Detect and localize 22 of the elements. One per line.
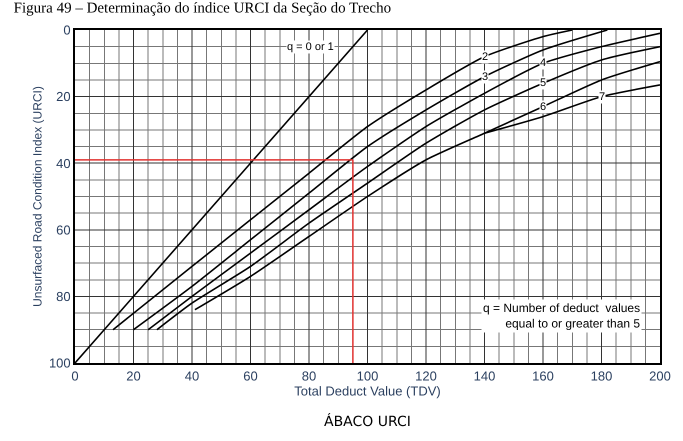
y-tick-label: 20 bbox=[56, 89, 71, 104]
x-tick-label: 200 bbox=[649, 368, 671, 384]
x-tick-label: 40 bbox=[184, 368, 200, 384]
x-tick-label: 120 bbox=[415, 368, 437, 384]
y-tick-label: 80 bbox=[56, 288, 71, 304]
y-tick-label: 0 bbox=[63, 22, 71, 38]
annotation: q = Number of deduct values equal to or greater than 5 bbox=[483, 301, 640, 331]
chart-title: Figura 49 – Determinação do índice URCI da Seção do Trecho bbox=[14, 0, 392, 17]
x-tick-label: 20 bbox=[126, 368, 141, 384]
x-axis-title: Total Deduct Value (TDV) bbox=[294, 383, 441, 398]
x-tick-label: 140 bbox=[474, 368, 496, 384]
y-tick-label: 40 bbox=[56, 156, 71, 171]
x-tick-label: 180 bbox=[590, 368, 612, 384]
y-tick-label: 60 bbox=[56, 222, 71, 238]
x-tick-label: 160 bbox=[532, 368, 554, 384]
text: ÁBACO URCI bbox=[324, 413, 411, 430]
y-axis-title: Unsurfaced Road Condition Index (URCI) bbox=[30, 86, 45, 307]
x-tick-label: 60 bbox=[243, 368, 258, 384]
x-tick-label: 100 bbox=[356, 368, 378, 384]
series-label: q = 0 or 1 bbox=[287, 41, 334, 53]
y-tick-label: 100 bbox=[48, 356, 71, 371]
x-tick-label: 80 bbox=[302, 368, 316, 384]
